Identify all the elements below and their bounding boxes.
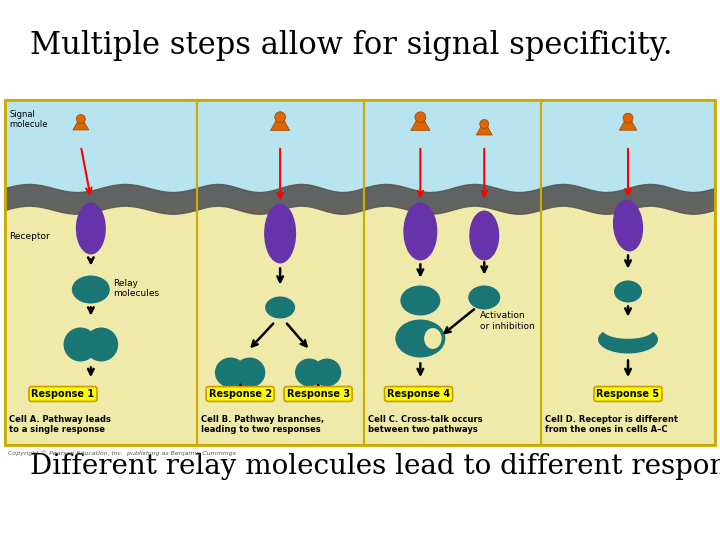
Text: Relay
molecules: Relay molecules <box>113 279 159 298</box>
Ellipse shape <box>63 327 97 361</box>
Ellipse shape <box>312 359 341 387</box>
Text: Response 1: Response 1 <box>32 389 94 399</box>
Ellipse shape <box>613 200 643 252</box>
Text: Receptor: Receptor <box>9 232 50 241</box>
Bar <box>197 100 364 445</box>
Polygon shape <box>271 113 289 130</box>
Ellipse shape <box>424 328 441 349</box>
Ellipse shape <box>215 357 246 388</box>
Ellipse shape <box>469 211 499 260</box>
Ellipse shape <box>468 286 500 309</box>
Bar <box>364 100 541 445</box>
Text: Cell C. Cross-talk occurs
between two pathways: Cell C. Cross-talk occurs between two pa… <box>367 415 482 434</box>
Text: Copyright © Pearson Education, Inc.  publishing as Benjamin Cummings: Copyright © Pearson Education, Inc. publ… <box>8 450 236 456</box>
Ellipse shape <box>295 359 323 387</box>
Ellipse shape <box>623 113 633 123</box>
Ellipse shape <box>415 112 426 123</box>
Ellipse shape <box>400 286 441 315</box>
Polygon shape <box>410 113 430 130</box>
Text: Response 3: Response 3 <box>287 389 350 399</box>
Ellipse shape <box>603 321 654 339</box>
Ellipse shape <box>614 280 642 302</box>
Ellipse shape <box>234 357 266 388</box>
Text: Response 4: Response 4 <box>387 389 450 399</box>
Text: Response 2: Response 2 <box>209 389 271 399</box>
Text: Cell A. Pathway leads
to a single response: Cell A. Pathway leads to a single respon… <box>9 415 111 434</box>
Polygon shape <box>619 115 636 130</box>
Bar <box>541 100 715 445</box>
Bar <box>5 204 197 445</box>
Ellipse shape <box>72 275 110 303</box>
Text: Cell B. Pathway branches,
leading to two responses: Cell B. Pathway branches, leading to two… <box>201 415 324 434</box>
Bar <box>197 204 364 445</box>
Bar <box>5 100 197 204</box>
Ellipse shape <box>598 326 658 354</box>
Polygon shape <box>73 116 89 130</box>
Ellipse shape <box>84 327 118 361</box>
Bar <box>541 100 715 204</box>
Text: Signal
molecule: Signal molecule <box>9 110 48 130</box>
Bar <box>541 204 715 445</box>
Bar <box>364 100 541 204</box>
Text: Different relay molecules lead to different responses: Different relay molecules lead to differ… <box>30 453 720 480</box>
Ellipse shape <box>265 296 295 319</box>
Text: Multiple steps allow for signal specificity.: Multiple steps allow for signal specific… <box>30 30 672 61</box>
Text: Cell D. Receptor is different
from the ones in cells A–C: Cell D. Receptor is different from the o… <box>545 415 678 434</box>
Polygon shape <box>476 121 492 135</box>
Ellipse shape <box>264 204 296 264</box>
Ellipse shape <box>76 202 106 254</box>
Text: Response 5: Response 5 <box>596 389 660 399</box>
Ellipse shape <box>76 114 86 124</box>
Bar <box>5 100 197 445</box>
Ellipse shape <box>275 112 286 123</box>
Ellipse shape <box>480 119 489 129</box>
Bar <box>197 100 364 204</box>
Ellipse shape <box>403 202 437 260</box>
Ellipse shape <box>395 320 446 357</box>
Text: Activation
or inhibition: Activation or inhibition <box>480 312 535 331</box>
Bar <box>5 100 715 445</box>
Bar <box>364 204 541 445</box>
